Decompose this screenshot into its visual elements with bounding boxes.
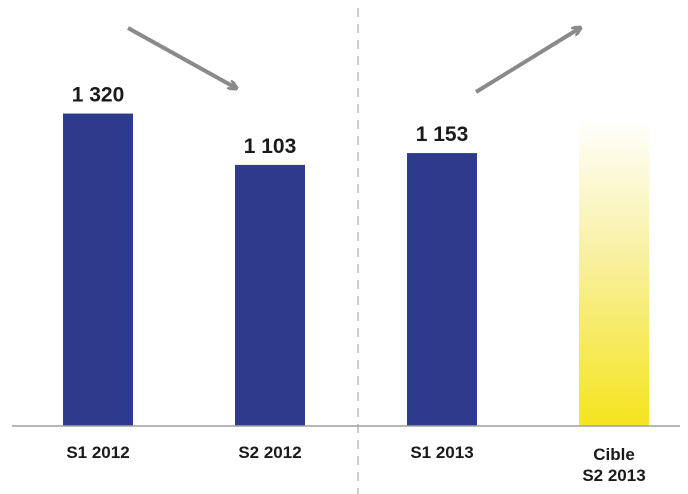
category-label-line: S2 2012 — [238, 443, 301, 462]
category-label-line: Cible — [593, 445, 635, 464]
category-label-line: S1 2013 — [410, 443, 473, 462]
value-label-1: 1 103 — [244, 135, 297, 158]
bar-2 — [407, 153, 477, 426]
category-label-line: S1 2012 — [66, 443, 129, 462]
value-label-0: 1 320 — [72, 84, 125, 107]
category-label-2: S1 2013 — [410, 443, 473, 462]
trend-arrow-down — [127, 26, 236, 88]
category-label-line: S2 2013 — [582, 466, 645, 485]
bar-0 — [63, 113, 133, 426]
value-label-2: 1 153 — [416, 123, 469, 146]
category-label-3: Cible S2 2013 — [582, 445, 645, 485]
target-bar — [579, 118, 649, 426]
category-label-1: S2 2012 — [238, 443, 301, 462]
trend-arrow-up — [474, 28, 580, 94]
category-label-0: S1 2012 — [66, 443, 129, 462]
bar-1 — [235, 164, 305, 426]
